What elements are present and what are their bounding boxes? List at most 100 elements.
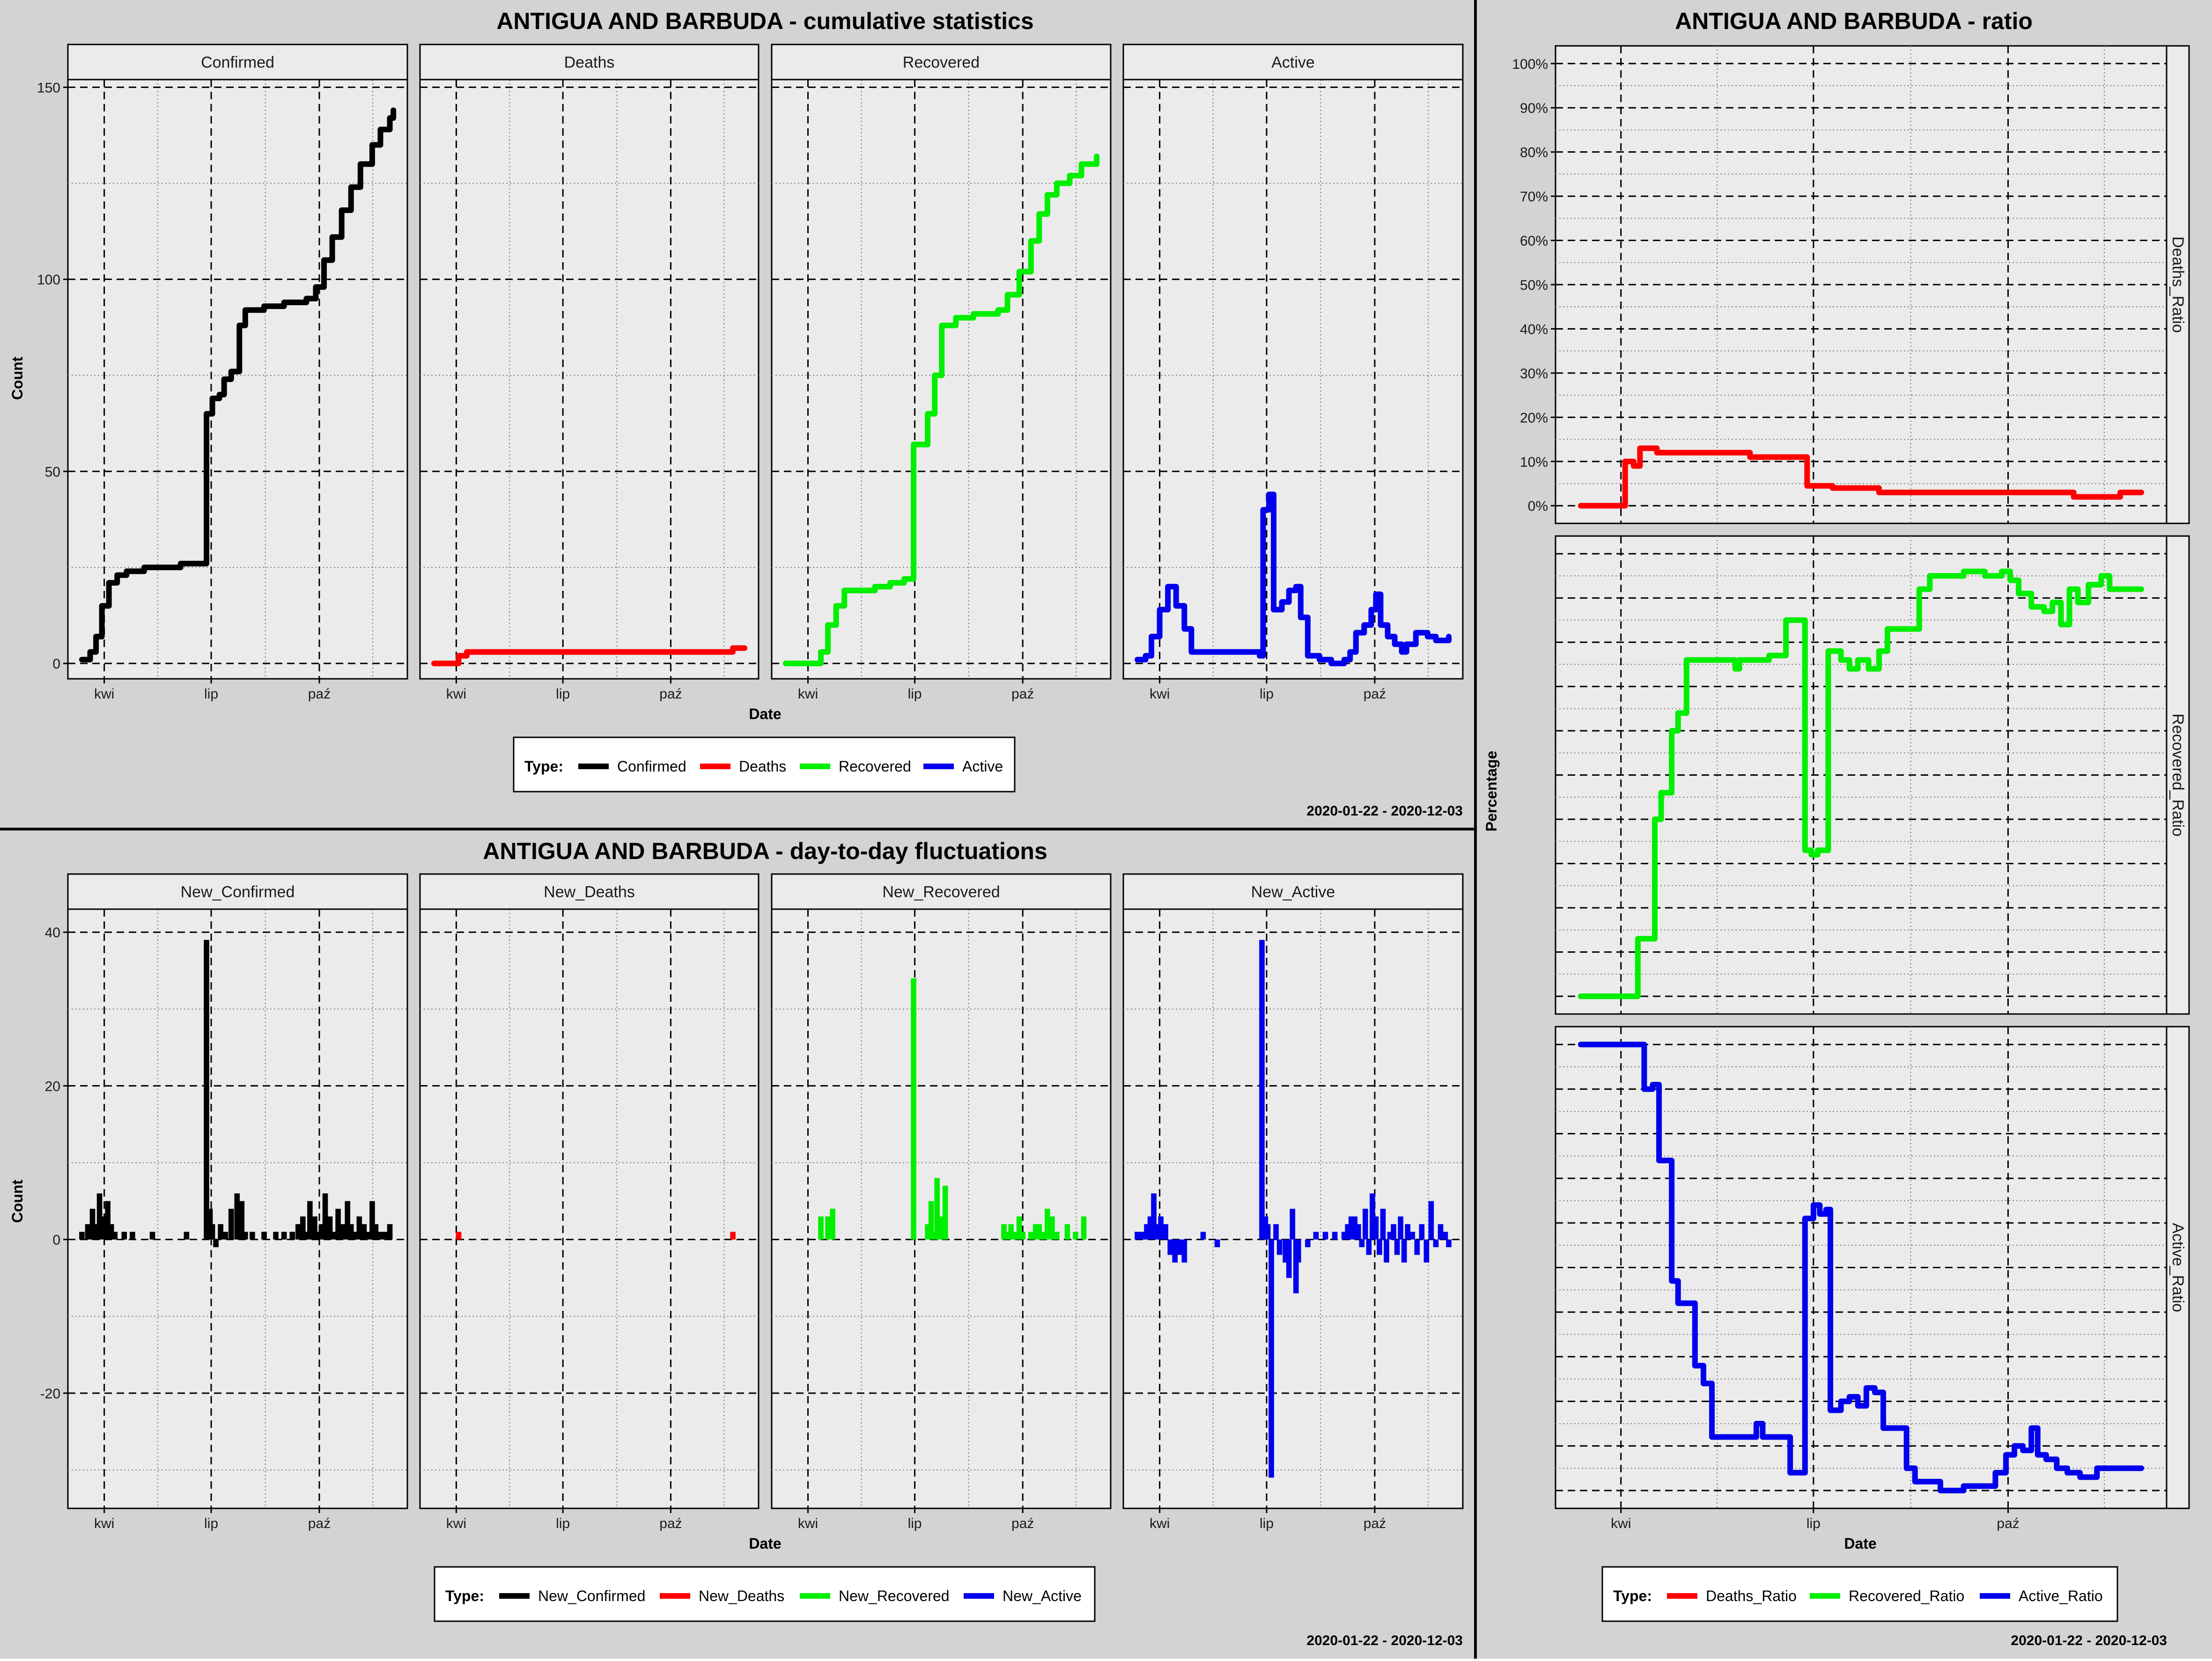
y-tick-label: -20 bbox=[40, 1386, 60, 1402]
series-line-deaths bbox=[431, 645, 748, 667]
bar-new-active bbox=[1380, 1209, 1386, 1240]
bar-new-confirmed bbox=[335, 1209, 341, 1240]
facet-recovered: Recovered kwi lip paź bbox=[771, 44, 1112, 702]
x-tick-label: lip bbox=[204, 1516, 218, 1531]
bar-new-confirmed bbox=[96, 1193, 103, 1240]
cumulative-title: ANTIGUA AND BARBUDA - cumulative statist… bbox=[496, 8, 1033, 34]
facet-strip bbox=[67, 873, 408, 910]
x-tick-label: kwi bbox=[446, 686, 466, 702]
legend-label-new-confirmed: New_Confirmed bbox=[538, 1588, 645, 1604]
bar-new-active bbox=[1290, 1209, 1296, 1240]
y-tick-label: 50% bbox=[1520, 278, 1548, 293]
bar-new-active bbox=[1384, 1239, 1389, 1263]
facet-background bbox=[419, 79, 759, 680]
bar-new-active bbox=[1181, 1239, 1187, 1263]
bar-new-confirmed bbox=[79, 1232, 85, 1240]
x-tick-label: lip bbox=[1806, 1516, 1821, 1531]
bar-new-recovered bbox=[1013, 1232, 1018, 1240]
fluctuations-xlabel: Date bbox=[749, 1535, 781, 1552]
y-tick-label: 40% bbox=[1520, 322, 1548, 337]
bar-new-recovered bbox=[1001, 1224, 1007, 1240]
bar-new-confirmed bbox=[303, 1232, 310, 1240]
x-tick-label: paź bbox=[308, 1516, 331, 1531]
bar-new-recovered bbox=[928, 1201, 934, 1240]
bar-new-confirmed bbox=[373, 1224, 379, 1240]
facet-background bbox=[1122, 79, 1464, 680]
bar-new-confirmed bbox=[105, 1201, 111, 1240]
bar-new-confirmed bbox=[348, 1224, 354, 1240]
bar-new-active bbox=[1305, 1239, 1311, 1248]
bar-new-active bbox=[1352, 1216, 1358, 1240]
panel-divider-vertical bbox=[1474, 0, 1477, 1659]
panel-divider-horizontal bbox=[0, 828, 1474, 830]
series-line-deaths-ratio bbox=[1578, 445, 2145, 509]
x-tick-label: kwi bbox=[798, 1516, 818, 1531]
bar-new-confirmed bbox=[101, 1216, 107, 1240]
fluctuations-title: ANTIGUA AND BARBUDA - day-to-day fluctua… bbox=[483, 838, 1047, 864]
bar-new-confirmed bbox=[369, 1201, 375, 1240]
bar-new-active bbox=[1214, 1239, 1220, 1248]
bar-new-confirmed bbox=[382, 1232, 388, 1240]
bar-new-active bbox=[1265, 1224, 1271, 1240]
y-tick-label: 100% bbox=[1512, 57, 1548, 72]
series-line-recovered-ratio bbox=[1578, 568, 2145, 1000]
bar-new-deaths bbox=[456, 1232, 462, 1240]
bar-new-active bbox=[1409, 1232, 1416, 1240]
facet-strip-label: Confirmed bbox=[201, 54, 274, 72]
x-tick-label: kwi bbox=[94, 686, 114, 702]
facet-strip bbox=[2166, 535, 2190, 1015]
facet-strip-label: Recovered_Ratio bbox=[2169, 713, 2187, 837]
bar-new-confirmed bbox=[130, 1232, 135, 1240]
bar-new-active bbox=[1332, 1232, 1338, 1240]
series-line-recovered bbox=[782, 154, 1100, 667]
legend-label-recovered-ratio: Recovered_Ratio bbox=[1849, 1588, 1964, 1604]
bar-new-active bbox=[1172, 1239, 1178, 1263]
cumulative-range: 2020-01-22 - 2020-12-03 bbox=[1306, 803, 1463, 819]
x-tick-label: lip bbox=[1260, 1516, 1274, 1531]
bar-new-confirmed bbox=[273, 1232, 279, 1240]
facet-background bbox=[771, 79, 1112, 680]
bar-new-confirmed bbox=[356, 1216, 362, 1240]
bar-new-confirmed bbox=[121, 1232, 127, 1240]
plot-area: Confirmed 0 50 100 150 kwi lip paź Deaths kwi lip p… bbox=[37, 44, 2190, 1531]
bar-new-recovered bbox=[934, 1178, 940, 1240]
x-tick-label: paź bbox=[308, 686, 331, 702]
bar-new-confirmed bbox=[239, 1201, 245, 1240]
y-tick-label: 90% bbox=[1520, 101, 1548, 116]
bar-new-confirmed bbox=[307, 1201, 313, 1240]
bar-new-active bbox=[1154, 1224, 1160, 1240]
bar-new-active bbox=[1151, 1193, 1157, 1240]
facet-deaths-ratio: Deaths_Ratio 0% 10% 20% 30% 40% 50% 60% 70% 80% 90… bbox=[1512, 45, 2190, 524]
x-tick-label: lip bbox=[556, 1516, 570, 1531]
bar-new-recovered bbox=[818, 1216, 824, 1240]
bar-new-recovered bbox=[825, 1216, 831, 1240]
bar-new-recovered bbox=[1073, 1232, 1078, 1240]
y-tick-label: 10% bbox=[1520, 455, 1548, 470]
legend-label-confirmed: Confirmed bbox=[617, 758, 686, 775]
bar-new-recovered bbox=[942, 1185, 948, 1240]
x-tick-label: paź bbox=[659, 1516, 682, 1531]
y-tick-label: 0 bbox=[52, 1233, 60, 1248]
legend-label-deaths: Deaths bbox=[739, 758, 786, 775]
cumulative-legend: Type: Confirmed Deaths Recovered Active bbox=[513, 736, 1016, 793]
bar-new-recovered bbox=[925, 1224, 930, 1240]
bar-new-confirmed bbox=[184, 1232, 190, 1240]
bar-new-confirmed bbox=[281, 1232, 287, 1240]
bar-new-deaths bbox=[730, 1232, 736, 1240]
facet-strip bbox=[1122, 44, 1464, 81]
facet-strip bbox=[419, 44, 759, 81]
bar-new-active bbox=[1273, 1224, 1279, 1240]
facet-recovered-ratio: Recovered_Ratio bbox=[1555, 535, 2190, 1015]
legend-label-active: Active bbox=[962, 758, 1003, 775]
ratio-range: 2020-01-22 - 2020-12-03 bbox=[2011, 1633, 2167, 1648]
facet-active: Active kwi lip paź bbox=[1122, 44, 1464, 702]
bar-new-confirmed bbox=[243, 1232, 248, 1240]
bar-new-confirmed bbox=[204, 940, 209, 1240]
legend-title: Type: bbox=[445, 1588, 484, 1604]
facet-strip bbox=[67, 44, 408, 81]
bar-new-recovered bbox=[1054, 1232, 1060, 1240]
facet-background bbox=[67, 79, 408, 680]
x-tick-label: paź bbox=[1364, 686, 1386, 702]
